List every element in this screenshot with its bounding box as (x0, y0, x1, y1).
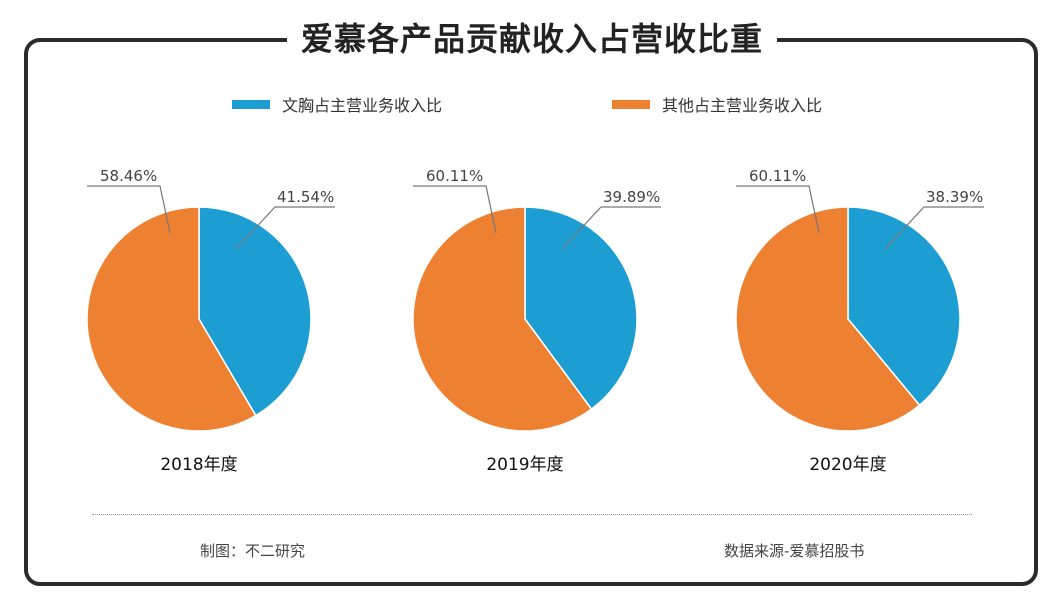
data-label-1-0: 39.89% (603, 188, 660, 206)
footer-source: 数据来源-爱慕招股书 (724, 542, 865, 560)
legend-item-other: 其他占主营业务收入比 (612, 92, 822, 116)
data-label-2-0: 38.39% (926, 188, 983, 206)
leader-line-2-1 (736, 185, 820, 234)
pie-slice-0-0 (198, 206, 312, 417)
pie-title-2019: 2019年度 (486, 455, 564, 475)
legend-label-bra: 文胸占主营业务收入比 (282, 96, 443, 115)
footer-divider (92, 514, 972, 515)
data-label-0-0: 41.54% (277, 188, 334, 206)
data-label-1-1: 60.11% (426, 167, 483, 185)
leader-line-0-0 (235, 206, 335, 250)
legend-item-bra: 文胸占主营业务收入比 (232, 92, 442, 116)
legend-swatch-bra (232, 99, 270, 109)
chart-title-wrap: 爱慕各产品贡献收入占营收比重 (0, 14, 1064, 60)
chart-title: 爱慕各产品贡献收入占营收比重 (286, 20, 777, 58)
leader-line-1-1 (413, 185, 497, 234)
pie-slice-0-1 (86, 206, 257, 432)
footer-credit: 制图：不二研究 (200, 542, 306, 560)
data-label-2-1: 60.11% (749, 167, 806, 185)
pie-slice-1-1 (412, 206, 593, 432)
pie-title-2018: 2018年度 (160, 455, 238, 475)
legend-label-other: 其他占主营业务收入比 (662, 96, 823, 115)
leader-line-0-1 (87, 185, 171, 234)
pie-slice-1-0 (524, 206, 638, 411)
pie-title-2020: 2020年度 (809, 455, 887, 475)
leader-line-1-0 (561, 206, 661, 250)
pie-slice-2-1 (735, 206, 921, 432)
data-label-0-1: 58.46% (100, 167, 157, 185)
pie-slice-2-0 (847, 206, 961, 407)
leader-line-2-0 (884, 206, 984, 250)
legend-swatch-other (612, 99, 650, 109)
